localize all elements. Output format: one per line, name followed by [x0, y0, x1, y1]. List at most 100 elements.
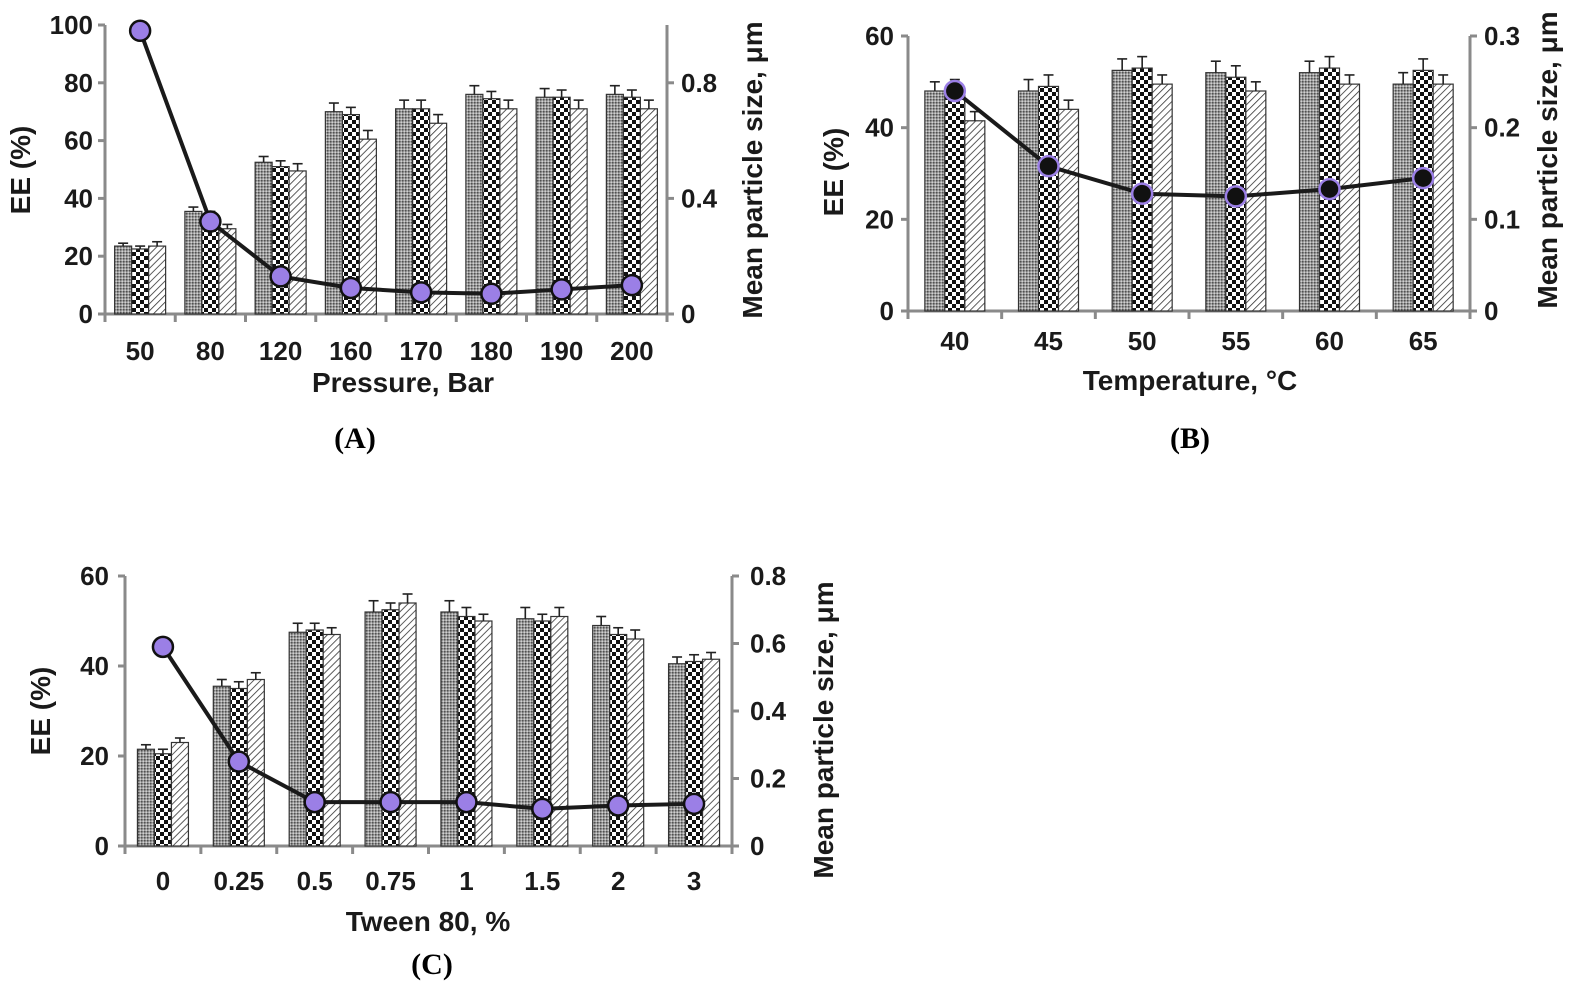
y2-tick-label: 0.4 [681, 183, 718, 213]
panel-b-y-title: EE (%) [818, 128, 849, 217]
panel-a-y2-title: Mean particle size, μm [737, 21, 768, 318]
bar [429, 122, 448, 315]
x-tick-label: 80 [196, 336, 225, 366]
panel-a-y2-ticks: 0 0.4 0.8 [667, 68, 718, 329]
y2-tick-label: 0.4 [750, 696, 787, 726]
panel-a-x-ticks: 50 80 120 160 170 180 190 200 [103, 314, 669, 366]
bar [944, 88, 966, 312]
x-tick-label: 50 [1128, 326, 1157, 356]
particle-size-point [1411, 166, 1435, 190]
bar [1151, 83, 1173, 312]
bar [1037, 85, 1060, 312]
panel-b: 0 20 40 60 0 0.1 0.2 0.3 40 45 50 55 60 65 Temperat… [818, 11, 1563, 455]
y2-tick-label: 0.1 [1484, 204, 1520, 234]
panel-b-y2-ticks: 0 0.1 0.2 0.3 [1470, 21, 1520, 326]
panel-b-label: (B) [1170, 422, 1210, 455]
bar [592, 624, 611, 847]
y-tick-label: 60 [64, 126, 93, 156]
y2-tick-label: 0.6 [750, 629, 786, 659]
x-tick-label: 180 [470, 336, 513, 366]
bar [667, 663, 687, 847]
bar [1412, 69, 1434, 312]
x-tick-label: 160 [329, 336, 372, 366]
x-tick-label: 45 [1034, 326, 1063, 356]
x-tick-label: 120 [259, 336, 302, 366]
x-tick-label: 170 [399, 336, 442, 366]
bar [288, 631, 307, 847]
bar [964, 120, 986, 312]
panel-b-x-title: Temperature, °C [1083, 365, 1298, 396]
x-tick-label: 65 [1409, 326, 1438, 356]
y-tick-label: 40 [64, 183, 93, 213]
particle-size-point [480, 282, 503, 306]
panel-a-y-ticks: 0 20 40 60 80 100 [50, 10, 105, 329]
bar [569, 108, 588, 315]
panel-c-bars [136, 593, 721, 847]
bar [1338, 83, 1361, 312]
particle-size-point [303, 790, 326, 814]
y2-tick-label: 0 [681, 299, 695, 329]
panel-a-y-title: EE (%) [5, 126, 36, 215]
particle-size-point [128, 19, 152, 43]
y2-tick-label: 0.2 [750, 764, 786, 794]
bar [440, 611, 459, 847]
x-tick-label: 3 [687, 866, 701, 896]
panel-c-y-ticks: 0 20 40 60 [80, 561, 125, 861]
panel-c-y2-ticks: 0 0.2 0.4 0.6 0.8 [732, 561, 787, 861]
y2-tick-label: 0.8 [681, 68, 717, 98]
bar [535, 96, 554, 315]
x-tick-label: 190 [540, 336, 583, 366]
particle-size-line [138, 30, 632, 296]
panel-c-y-title: EE (%) [25, 667, 56, 756]
bar [153, 753, 173, 847]
bar [626, 638, 645, 847]
y2-tick-label: 0 [1484, 296, 1498, 326]
bar [465, 93, 484, 315]
bar [499, 108, 518, 315]
y-tick-label: 0 [95, 831, 109, 861]
particle-size-point [151, 635, 175, 659]
panel-c: 0 20 40 60 0 0.2 0.4 0.6 0.8 0 0.25 0.5 0.75 1 1.5 2 3… [25, 561, 839, 981]
x-tick-label: 0.25 [214, 866, 265, 896]
particle-size-point [620, 273, 644, 297]
x-tick-label: 0.75 [365, 866, 416, 896]
particle-size-line [953, 89, 1424, 199]
bar [1205, 72, 1227, 312]
y-tick-label: 0 [79, 299, 93, 329]
panel-a: 0 20 40 60 80 100 0 0.4 0.8 50 80 120 160 170 180 190… [5, 10, 768, 455]
particle-size-point [199, 210, 222, 233]
particle-size-point [455, 790, 478, 814]
particle-size-point [339, 276, 363, 300]
bar [1245, 90, 1267, 312]
bar [398, 602, 417, 847]
panel-c-label: (C) [411, 948, 453, 981]
particle-size-point [531, 797, 554, 821]
particle-size-point [1037, 154, 1060, 178]
particle-size-point [1224, 185, 1248, 208]
x-tick-label: 0.5 [297, 866, 333, 896]
bar [1432, 83, 1454, 312]
bar [516, 618, 535, 847]
panel-b-x-ticks: 40 45 50 55 60 65 [906, 311, 1472, 356]
bar [924, 90, 946, 312]
x-tick-label: 50 [126, 336, 155, 366]
y-tick-label: 60 [865, 21, 894, 51]
x-tick-label: 55 [1221, 326, 1250, 356]
x-tick-label: 1 [459, 866, 473, 896]
bar [170, 741, 190, 847]
x-tick-label: 2 [611, 866, 625, 896]
particle-size-point [269, 265, 292, 288]
bar [148, 245, 167, 315]
panel-c-x-ticks: 0 0.25 0.5 0.75 1 1.5 2 3 [123, 846, 734, 896]
y2-tick-label: 0.2 [1484, 113, 1520, 143]
bar [184, 210, 203, 315]
bar [288, 170, 307, 315]
bar [254, 161, 273, 315]
bar [1017, 90, 1040, 312]
y2-tick-label: 0 [750, 831, 764, 861]
particle-size-point [1130, 182, 1154, 205]
x-tick-label: 0 [156, 866, 170, 896]
bar [474, 620, 493, 847]
x-tick-label: 40 [940, 326, 969, 356]
x-tick-label: 1.5 [524, 866, 560, 896]
